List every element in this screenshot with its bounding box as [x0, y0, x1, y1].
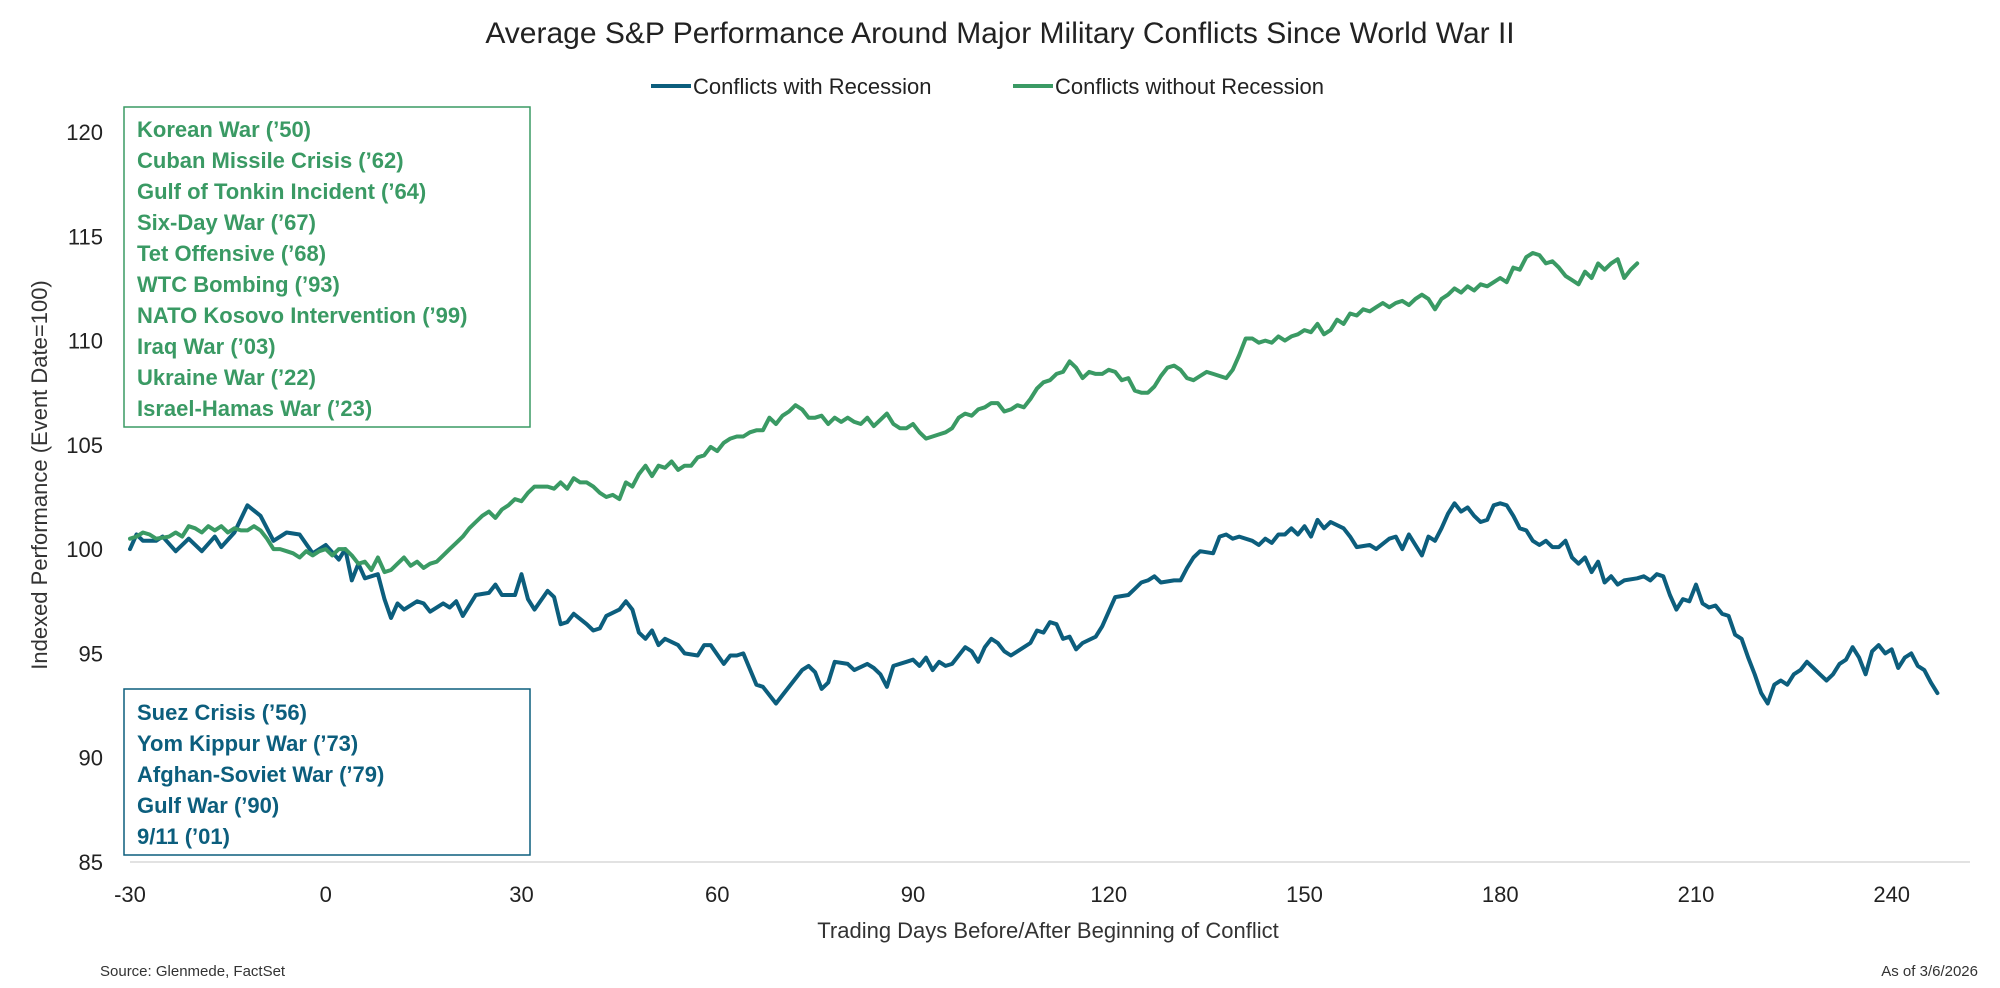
legend-label-with-recession: Conflicts with Recession	[693, 74, 931, 99]
conflict-label: Gulf of Tonkin Incident (’64)	[137, 179, 426, 204]
x-tick-label: 180	[1482, 882, 1519, 907]
conflict-label: Tet Offensive (’68)	[137, 241, 326, 266]
conflict-label: Israel-Hamas War (’23)	[137, 396, 372, 421]
series-line-with-recession	[128, 501, 1940, 706]
y-axis-label: Indexed Performance (Event Date=100)	[27, 280, 52, 670]
y-axis-ticks: 85 90 95 100 105 110 115 120	[66, 120, 103, 875]
x-tick-label: 210	[1678, 882, 1715, 907]
x-axis-label: Trading Days Before/After Beginning of C…	[817, 918, 1278, 943]
conflict-label: Yom Kippur War (’73)	[137, 731, 358, 756]
x-tick-label: -30	[114, 882, 146, 907]
series-line-without-recession	[128, 251, 1640, 575]
legend: Conflicts with Recession Conflicts withou…	[651, 74, 1324, 99]
x-tick-label: 0	[320, 882, 332, 907]
conflict-label: Iraq War (’03)	[137, 334, 276, 359]
y-tick-label: 90	[79, 746, 103, 771]
conflict-label: Korean War (’50)	[137, 117, 311, 142]
conflict-label: Afghan-Soviet War (’79)	[137, 762, 384, 787]
y-tick-label: 85	[79, 850, 103, 875]
x-tick-label: 60	[705, 882, 729, 907]
conflict-label: Cuban Missile Crisis (’62)	[137, 148, 404, 173]
legend-label-without-recession: Conflicts without Recession	[1055, 74, 1324, 99]
with-recession-box	[123, 688, 531, 856]
conflict-label: Ukraine War (’22)	[137, 365, 316, 390]
y-tick-label: 100	[66, 537, 103, 562]
conflict-label: Six-Day War (’67)	[137, 210, 316, 235]
y-tick-label: 105	[66, 433, 103, 458]
without-recession-list: Korean War (’50) Cuban Missile Crisis (’6…	[137, 117, 467, 421]
y-tick-label: 120	[66, 120, 103, 145]
x-tick-label: 240	[1873, 882, 1910, 907]
x-tick-label: 150	[1286, 882, 1323, 907]
x-tick-label: 120	[1090, 882, 1127, 907]
y-tick-label: 110	[68, 329, 103, 354]
y-tick-label: 95	[79, 641, 103, 666]
x-tick-label: 30	[509, 882, 533, 907]
conflict-label: WTC Bombing (’93)	[137, 272, 340, 297]
source-note: Source: Glenmede, FactSet	[100, 963, 286, 980]
conflict-label: Gulf War (’90)	[137, 793, 279, 818]
conflict-label: 9/11 (’01)	[137, 824, 230, 849]
x-axis-ticks: -30 0 30 60 90 120 150 180 210 240	[114, 882, 1910, 907]
chart-title: Average S&P Performance Around Major Mil…	[485, 17, 1514, 50]
conflict-label: NATO Kosovo Intervention (’99)	[137, 303, 467, 328]
with-recession-list: Suez Crisis (’56) Yom Kippur War (’73) Afg…	[137, 700, 384, 849]
y-tick-label: 115	[68, 224, 103, 249]
x-tick-label: 90	[901, 882, 925, 907]
without-recession-box	[123, 106, 531, 428]
conflict-label: Suez Crisis (’56)	[137, 700, 307, 725]
as-of-date: As of 3/6/2026	[1881, 963, 1978, 980]
series-group	[128, 251, 1940, 706]
